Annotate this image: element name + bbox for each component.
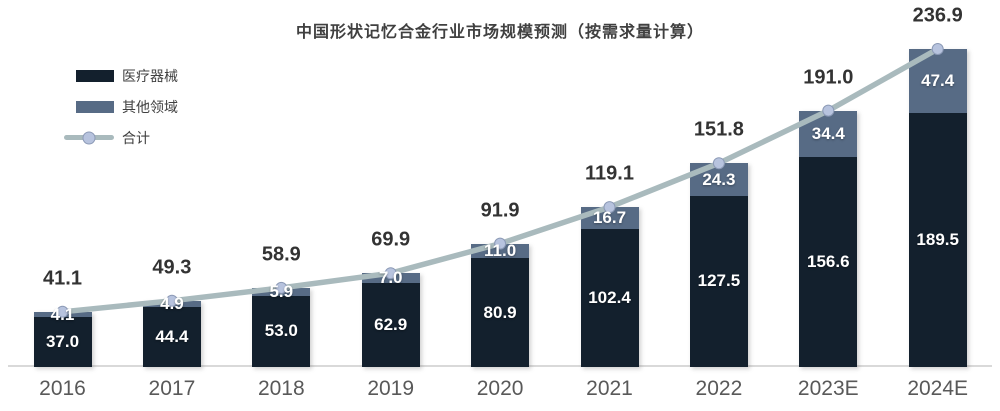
bar-segment-other (580, 207, 639, 230)
bar-legend-swatch-icon (76, 100, 114, 113)
line-legend-swatch-icon (64, 131, 114, 144)
bar-segment-medical (33, 317, 92, 367)
bar-segment-medical (142, 307, 201, 367)
chart-legend: 医疗器械其他领域合计 (64, 60, 178, 153)
bar-segment-medical (908, 112, 967, 367)
bar-segment-other (252, 287, 311, 296)
bar-segment-other (799, 110, 858, 157)
bar-segment-medical (252, 295, 311, 367)
legend-row-other: 其他领域 (64, 91, 178, 122)
stacked-bar (471, 243, 530, 367)
stacked-bar (689, 163, 748, 367)
legend-label: 其他领域 (122, 98, 178, 115)
chart-title: 中国形状记忆合金行业市场规模预测（按需求量计算） (295, 24, 704, 41)
bar-legend-swatch-icon (76, 69, 114, 82)
bar-segment-medical (689, 195, 748, 367)
legend-row-medical: 医疗器械 (64, 60, 178, 91)
stacked-bar (361, 273, 420, 367)
stacked-bar (580, 207, 639, 367)
legend-label: 医疗器械 (122, 67, 178, 84)
bar-segment-other (689, 163, 748, 196)
legend-label: 合计 (122, 129, 150, 146)
stacked-bar (252, 287, 311, 367)
bar-segment-other (908, 49, 967, 113)
bar-segment-medical (471, 258, 530, 367)
stacked-bar (142, 300, 201, 367)
bar-segment-other (142, 300, 201, 308)
bar-segment-medical (361, 282, 420, 367)
stacked-bar (33, 311, 92, 367)
legend-row-total: 合计 (64, 122, 178, 153)
bar-segment-other (471, 243, 530, 259)
stacked-bar (908, 49, 967, 367)
stacked-bar (799, 110, 858, 367)
bar-segment-other (361, 273, 420, 283)
bar-segment-medical (580, 229, 639, 367)
bar-segment-medical (799, 156, 858, 367)
line-legend-marker-icon (82, 131, 96, 144)
